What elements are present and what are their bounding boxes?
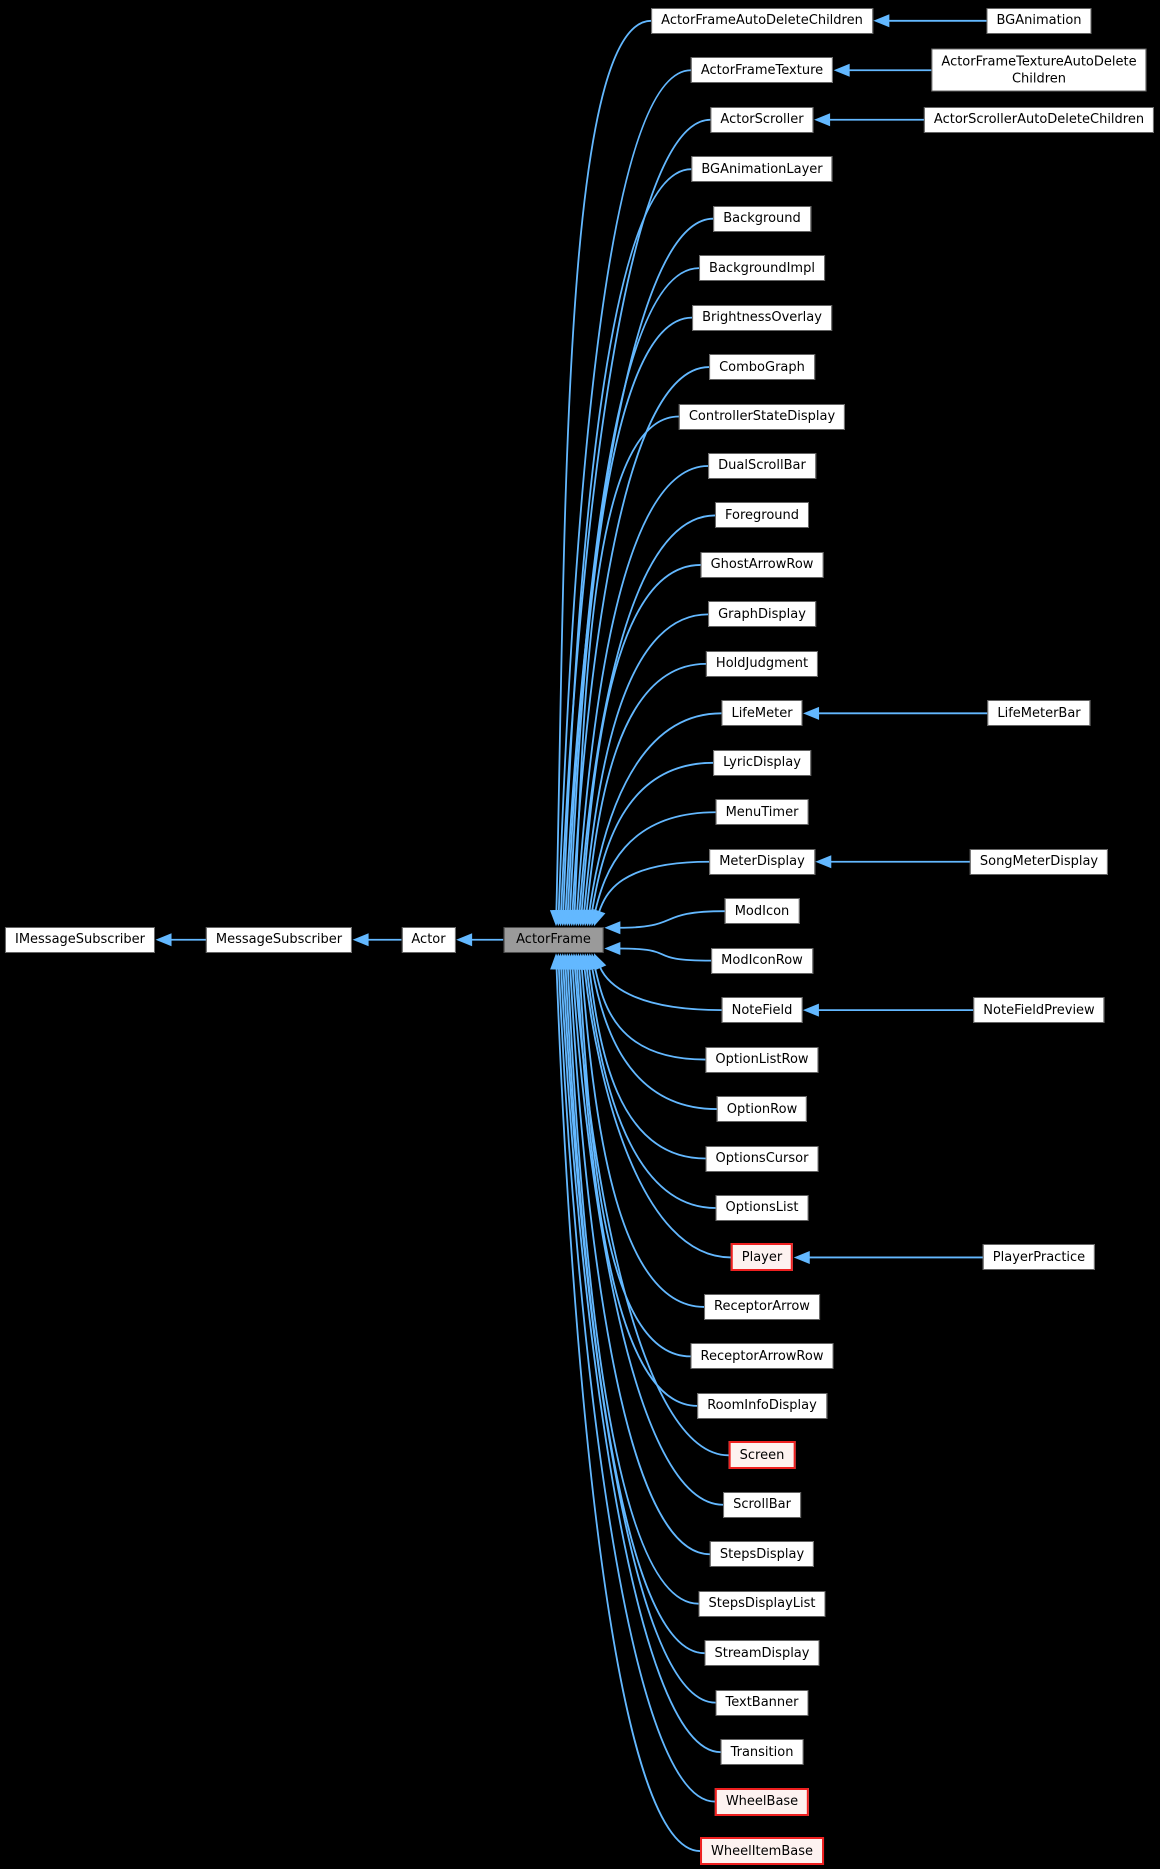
class-node-actor-frame-texture[interactable]: ActorFrameTexture: [690, 57, 834, 84]
inheritance-edge: [557, 968, 715, 1803]
class-node-life-meter-bar[interactable]: LifeMeterBar: [987, 700, 1091, 727]
inheritance-edge: [583, 613, 709, 912]
inheritance-edge: [588, 968, 706, 1160]
class-node-stream-display[interactable]: StreamDisplay: [704, 1640, 820, 1667]
inheritance-arrowhead: [550, 953, 564, 970]
inheritance-arrowhead: [802, 1003, 819, 1017]
class-node-dual-scroll-bar[interactable]: DualScrollBar: [708, 452, 816, 479]
class-node-actor-frame: ActorFrame: [503, 926, 604, 953]
inheritance-edge: [580, 968, 705, 1308]
class-node-message-subscriber[interactable]: MessageSubscriber: [205, 926, 353, 953]
inheritance-arrowhead: [352, 933, 369, 947]
class-node-actor-scroller-auto-delete-children[interactable]: ActorScrollerAutoDeleteChildren: [923, 106, 1155, 133]
class-node-life-meter[interactable]: LifeMeter: [721, 700, 803, 727]
inheritance-arrowhead: [456, 933, 473, 947]
inheritance-edge: [569, 968, 710, 1556]
inheritance-edge: [566, 267, 700, 912]
class-node-controller-state-display[interactable]: ControllerStateDisplay: [678, 403, 846, 430]
inheritance-edge: [599, 966, 722, 1012]
inheritance-edge: [594, 967, 706, 1061]
inheritance-edge: [619, 947, 712, 962]
class-node-meter-display[interactable]: MeterDisplay: [709, 848, 815, 875]
class-node-options-list[interactable]: OptionsList: [715, 1194, 809, 1221]
inheritance-edge: [598, 860, 710, 913]
class-node-screen[interactable]: Screen: [728, 1441, 796, 1470]
inheritance-edge: [560, 968, 721, 1754]
class-node-receptor-arrow[interactable]: ReceptorArrow: [704, 1293, 820, 1320]
inheritance-arrowhead: [155, 933, 172, 947]
inheritance-edge: [591, 761, 714, 912]
inheritance-edge: [591, 967, 717, 1110]
class-node-actor[interactable]: Actor: [401, 926, 456, 953]
class-node-background[interactable]: Background: [713, 205, 811, 232]
inheritance-edge: [555, 968, 701, 1852]
inheritance-arrowhead: [604, 942, 621, 956]
class-node-steps-display[interactable]: StepsDisplay: [709, 1541, 815, 1568]
class-node-imessage-subscriber[interactable]: IMessageSubscriber: [4, 926, 156, 953]
inheritance-edge: [562, 168, 692, 912]
class-node-actor-frame-auto-delete-children[interactable]: ActorFrameAutoDeleteChildren: [651, 7, 873, 34]
class-node-player[interactable]: Player: [730, 1243, 794, 1272]
class-node-steps-display-list[interactable]: StepsDisplayList: [698, 1590, 826, 1617]
class-node-graph-display[interactable]: GraphDisplay: [708, 601, 816, 628]
inheritance-edge: [578, 968, 691, 1358]
class-node-note-field-preview[interactable]: NoteFieldPreview: [973, 997, 1105, 1024]
class-node-actor-frame-texture-auto-delete-children[interactable]: ActorFrameTextureAutoDelete Children: [931, 48, 1147, 92]
class-node-background-impl[interactable]: BackgroundImpl: [699, 255, 825, 282]
class-node-foreground[interactable]: Foreground: [714, 502, 810, 529]
class-node-transition[interactable]: Transition: [720, 1739, 804, 1766]
class-node-mod-icon-row[interactable]: ModIconRow: [711, 947, 813, 974]
class-node-wheel-item-base[interactable]: WheelItemBase: [700, 1837, 824, 1866]
inheritance-arrowhead: [803, 706, 820, 720]
inheritance-arrowhead: [815, 855, 832, 869]
class-node-option-row[interactable]: OptionRow: [716, 1096, 808, 1123]
class-node-menu-timer[interactable]: MenuTimer: [715, 799, 809, 826]
inheritance-edge: [571, 968, 724, 1506]
class-node-note-field[interactable]: NoteField: [721, 997, 803, 1024]
class-node-scroll-bar[interactable]: ScrollBar: [723, 1491, 801, 1518]
class-node-mod-icon[interactable]: ModIcon: [724, 898, 800, 925]
class-node-receptor-arrow-row[interactable]: ReceptorArrowRow: [690, 1343, 834, 1370]
class-node-combo-graph[interactable]: ComboGraph: [709, 354, 815, 381]
class-node-wheel-base[interactable]: WheelBase: [714, 1787, 810, 1816]
inheritance-edge: [588, 712, 722, 912]
class-node-options-cursor[interactable]: OptionsCursor: [705, 1145, 819, 1172]
inheritance-edge: [557, 69, 691, 912]
class-node-room-info-display[interactable]: RoomInfoDisplay: [697, 1392, 827, 1419]
class-node-actor-scroller[interactable]: ActorScroller: [710, 106, 814, 133]
inheritance-edge: [576, 465, 709, 912]
inheritance-edge: [566, 968, 699, 1605]
inheritance-edge: [619, 910, 725, 929]
inheritance-edge: [562, 968, 716, 1704]
class-node-text-banner[interactable]: TextBanner: [715, 1689, 809, 1716]
inheritance-edge: [594, 811, 716, 912]
inheritance-arrowhead: [793, 1250, 810, 1264]
class-node-bganimation-layer[interactable]: BGAnimationLayer: [691, 156, 833, 183]
inheritance-edge: [573, 415, 679, 912]
class-node-ghost-arrow-row[interactable]: GhostArrowRow: [700, 551, 824, 578]
inheritance-edge: [555, 19, 652, 912]
inheritance-arrowhead: [604, 921, 621, 935]
inheritance-edge: [585, 968, 716, 1209]
inheritance-arrowhead: [593, 908, 606, 927]
class-node-song-meter-display[interactable]: SongMeterDisplay: [969, 848, 1109, 875]
inheritance-edge: [574, 968, 729, 1457]
inheritance-edge: [580, 564, 701, 912]
inheritance-edge: [585, 662, 706, 912]
class-node-option-list-row[interactable]: OptionListRow: [705, 1046, 819, 1073]
inheritance-edge: [578, 514, 715, 912]
inheritance-edge: [564, 217, 714, 912]
class-node-bganimation[interactable]: BGAnimation: [986, 7, 1092, 34]
inheritance-arrowhead: [873, 14, 890, 28]
inheritance-arrowhead: [833, 63, 850, 77]
class-node-lyric-display[interactable]: LyricDisplay: [713, 749, 811, 776]
class-node-brightness-overlay[interactable]: BrightnessOverlay: [692, 304, 832, 331]
inheritance-edge: [569, 316, 693, 912]
inheritance-edge: [583, 968, 731, 1259]
inheritance-arrowhead: [814, 113, 831, 127]
class-node-player-practice[interactable]: PlayerPractice: [982, 1244, 1096, 1271]
class-node-hold-judgment[interactable]: HoldJudgment: [705, 650, 819, 677]
